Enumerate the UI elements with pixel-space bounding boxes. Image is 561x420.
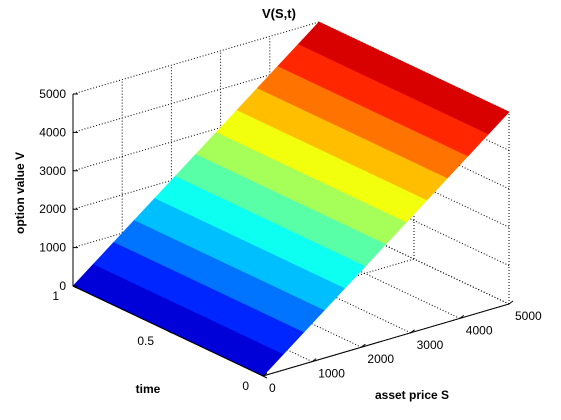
side-wall-grid-line <box>318 175 510 267</box>
z-tick-label: 4000 <box>39 125 66 139</box>
x-tick-mark <box>508 300 514 305</box>
y-axis-label: time <box>136 382 161 396</box>
surface-band <box>298 21 510 135</box>
x-tick-label: 5000 <box>515 309 542 323</box>
x-axis-label: asset price S <box>375 388 449 402</box>
chart-title: V(S,t) <box>262 6 296 21</box>
y-tick-mark <box>167 330 173 334</box>
back-wall-grid-line <box>72 21 320 95</box>
y-tick-label: 0.5 <box>137 334 154 348</box>
x-tick-label: 3000 <box>417 338 444 352</box>
x-axis-line <box>262 303 510 377</box>
y-tick-label: 0 <box>242 379 249 393</box>
surface-layer <box>72 21 510 377</box>
x-tick-mark <box>410 329 415 334</box>
x-tick-label: 0 <box>269 381 276 395</box>
axis-layer <box>72 93 514 379</box>
side-wall-grid-line <box>318 213 510 305</box>
z-axis-label: option value V <box>13 152 27 234</box>
x-tick-label: 4000 <box>466 323 493 337</box>
x-tick-mark <box>262 372 268 377</box>
x-tick-mark <box>361 343 366 348</box>
tick-layer: 01000200030004000500000.5101000200030004… <box>39 87 542 395</box>
z-tick-label: 2000 <box>39 202 66 216</box>
z-tick-label: 0 <box>59 279 66 293</box>
x-tick-label: 2000 <box>367 352 394 366</box>
y-tick-mark <box>262 375 268 379</box>
y-tick-label: 1 <box>52 289 59 303</box>
floor-grid-line <box>269 227 461 319</box>
z-tick-label: 3000 <box>39 164 66 178</box>
x-tick-mark <box>311 358 317 363</box>
x-tick-mark <box>459 314 465 319</box>
x-tick-label: 1000 <box>318 367 345 381</box>
z-tick-label: 1000 <box>39 241 66 255</box>
z-tick-label: 5000 <box>39 87 66 101</box>
